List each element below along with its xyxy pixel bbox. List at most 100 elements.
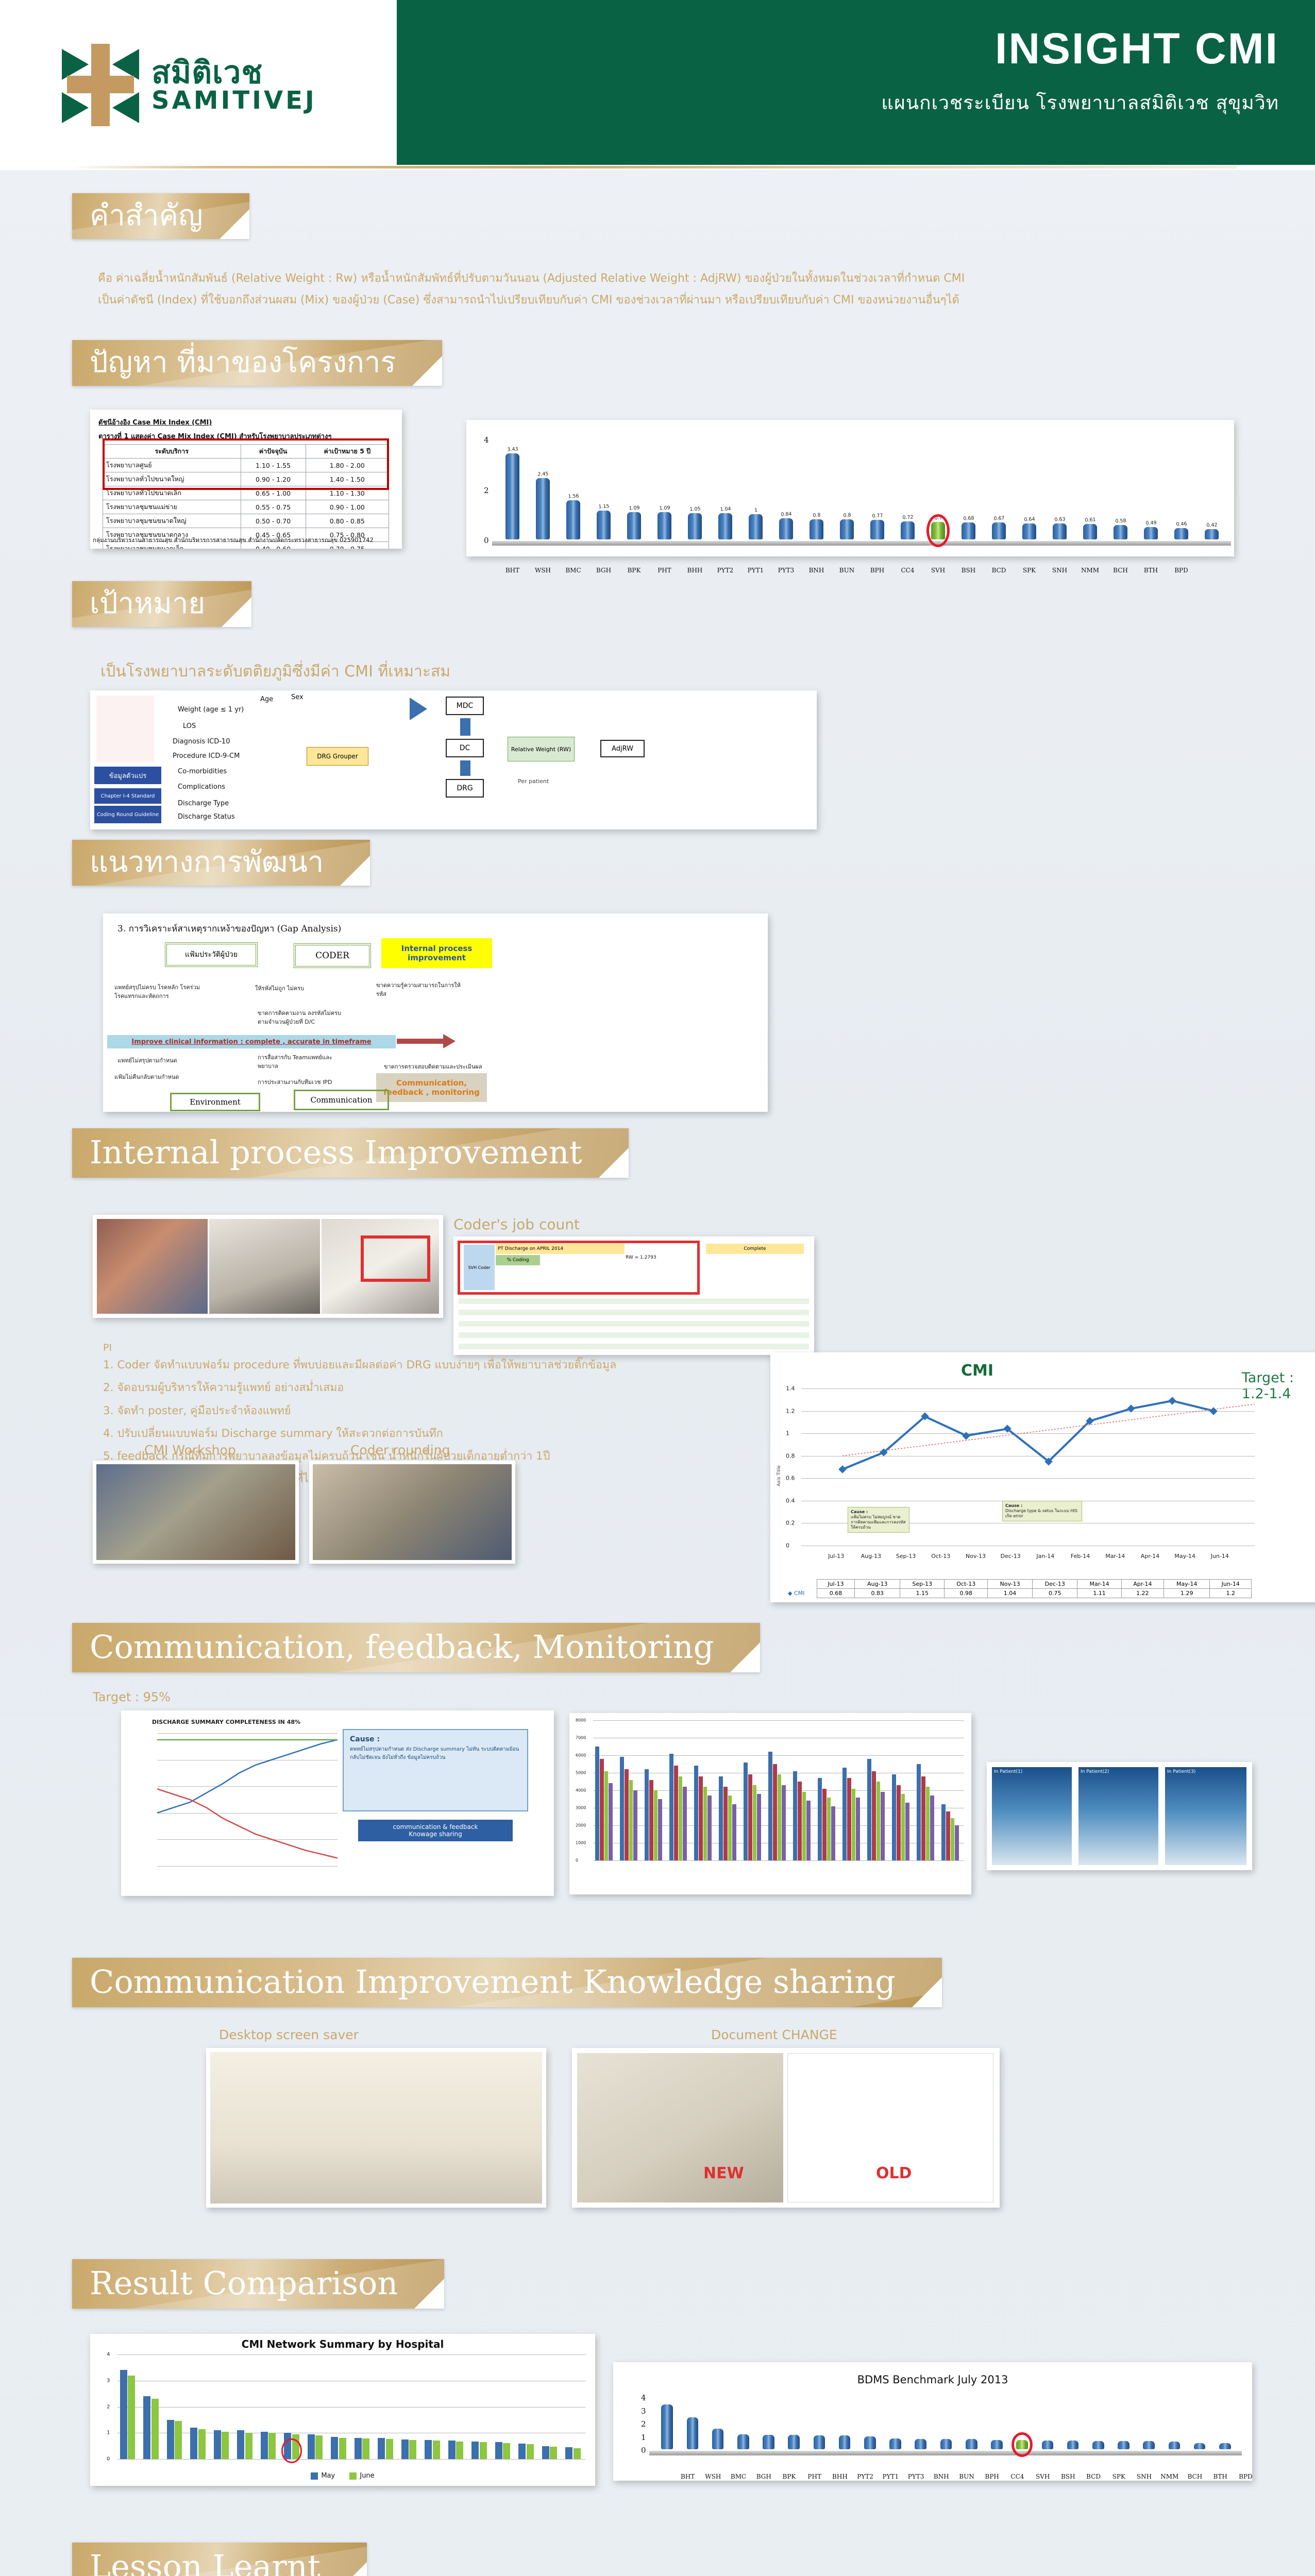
wcb-bar-4-2 [703,1787,707,1860]
cmi-th-4: Nov-13 [987,1579,1033,1589]
cns-bar-4-1 [222,2431,229,2459]
drg-grouper-box: DRG Grouper [307,747,368,766]
legend-label-may: May [321,2472,335,2480]
logo-cross-icon [62,44,139,126]
wcb-bar-3-3 [683,1787,687,1860]
wcb-bar-11-3 [881,1792,885,1860]
bar-value-14: 0.7 [934,515,942,521]
bar-category-12: BPH [985,2473,999,2480]
table-cell-0-2: 1.80 - 2.00 [305,458,390,472]
section-title-goal: เป้าหมาย [90,587,206,620]
section-banner-knowledge: Communication Improvement Knowledge shar… [72,1958,942,2009]
section-banner-lesson: Lesson Learnt [72,2543,367,2576]
coder-job-count-caption: Coder's job count [453,1216,580,1233]
wcb-bar-1-3 [633,1790,637,1860]
wcb-bar-1-2 [629,1780,633,1860]
cns-bar-16-1 [503,2443,511,2459]
fishbone-cause-5: แฟ้มไม่คืนกลับตามกำหนด [114,1074,179,1080]
wcb-bar-2-2 [653,1790,658,1860]
section-banner-keyword: คำสำคัญ [72,193,249,241]
discharge-chart-plot [157,1733,338,1867]
wcb-bar-0-2 [604,1771,609,1860]
cns-bar-12-0 [401,2439,409,2459]
table-row: โรงพยาบาลชุมชนขนาดกลาง 0.45 - 0.65 0.75 - … [103,528,390,542]
wcb-bar-0-3 [609,1783,613,1860]
bar-category-20: BCH [1187,2473,1203,2480]
cmi-th-8: May-14 [1164,1579,1210,1589]
cmi-tv-9: 1.2 [1209,1588,1252,1598]
pi-list-item-3: 4. ปรับเปลี่ยนแบบฟอร์ม Discharge summary… [103,1427,443,1440]
gridline-1.2 [801,1411,1255,1412]
fishbone-cause-1: ให้รหัสไม่ถูก ไม่ครบ [255,985,305,992]
bar-category-2: BMC [565,567,581,574]
cmi-y-tick-0.2: 0.2 [786,1519,795,1527]
cmi-th-9: Jun-14 [1209,1579,1252,1589]
wcb-bar-0-0 [595,1747,599,1860]
bar-value-0: 3.43 [507,446,518,453]
table-col-2: ค่าเป้าหมาย 5 ปี [305,444,390,459]
wcb-bar-0-1 [599,1758,604,1860]
wcb-bar-8-3 [806,1801,811,1860]
bar-category-19: NMM [1081,567,1100,574]
cns-bar-3-0 [190,2428,198,2459]
fishbone-cause-2: ขาดความรู้ความสามารถในการให้รหัส [376,982,461,997]
bar-category-8: PYT1 [882,2473,899,2480]
left-stack-item-0: Chapter I-4 Standard [94,788,161,804]
bar-category-15: BSH [1061,2473,1075,2480]
discharge-callout: Cause : ดพทย์ไม่สรุปตามกำหนด ส่ง Dischar… [343,1729,528,1811]
cmi-workshop-caption: CMI Workshop [144,1443,236,1458]
header-titles: INSIGHT CMI แผนกเวชระเบียน โรงพยาบาลสมิต… [881,27,1279,118]
cns-bar-15-0 [471,2441,479,2459]
bar-5 [657,512,672,539]
bar-category-16: BCD [1086,2473,1101,2480]
bar-value-4: 1.09 [628,505,640,512]
cmi-callout-1: Cause : Discharge type & setus ในระบบ HI… [1002,1501,1082,1521]
bar-category-21: BTH [1143,567,1158,574]
cmi-tv-4: 1.04 [987,1588,1033,1598]
cns-gridline-4 [117,2354,586,2355]
cns-bar-1-0 [143,2396,151,2459]
cmi-x-tick-2: Sep-13 [896,1553,916,1560]
wcb-bar-10-2 [851,1788,856,1860]
wcb-bar-9-1 [822,1788,827,1860]
bar-22 [1174,528,1189,539]
pi-list: 1. Coder จัดทำแบบฟอร์ม procedure ที่พบบ่… [103,1354,721,1491]
bar-value-6: 1.05 [689,506,701,513]
table-row: โรงพยาบาลทั่วไปขนาดเล็ก 0.65 - 1.00 1.10 -… [103,486,390,500]
bar-18 [1052,523,1067,539]
table-cell-3-1: 0.55 - 0.75 [240,500,306,514]
table-cell-2-1: 0.65 - 1.00 [240,486,306,500]
bar-category-14: SVH [1035,2473,1050,2480]
keyword-paragraph-2: เป็นค่าดัชนี (Index) ที่ใช้บอกถึงส่วนผสม… [98,294,959,307]
bar-category-6: BHH [832,2473,848,2480]
table-cell-5-1: 0.45 - 0.65 [240,528,306,542]
bar-21 [1193,2443,1206,2449]
cns-bar-5-1 [245,2433,252,2459]
wcb-bar-10-1 [847,1778,851,1860]
fishbone-spine-arrow [397,1039,444,1044]
section-title-internal: Internal process Improvement [90,1133,582,1171]
bar-category-12: BPH [870,567,885,574]
wcb-bar-11-0 [867,1758,871,1860]
coder-pct-coding-label: % Coding [496,1255,540,1265]
pi-label: PI [103,1342,112,1353]
coder-complete-label: Complete [706,1244,804,1254]
drg-item-discharge-type: Discharge Type [178,800,229,807]
legend-label-june: June [360,2472,375,2480]
pi-list-item-2: 3. จัดทำ poster, คู่มือประจำห้องแพทย์ [103,1404,291,1417]
table-row: โรงพยาบาลทั่วไปขนาดใหญ่ 0.90 - 1.20 1.40 -… [103,472,390,486]
bar-7 [838,2435,851,2449]
cns-y-tick-2: 2 [107,2404,110,2410]
bar-value-21: 0.49 [1145,520,1157,527]
bar-value-15: 0.68 [963,515,974,522]
screensaver-photo [206,2048,546,2208]
bar-category-3: BGH [596,567,612,574]
cmi-th-0: Jul-13 [816,1579,855,1589]
logo-thai-text: สมิติเวช [151,55,263,91]
cmi-x-tick-9: Apr-14 [1140,1553,1160,1560]
cmi-x-tick-0: Jul-13 [828,1553,845,1560]
bdms-benchmark-result-card: BDMS Benchmark July 2013 0 1 2 3 4 [613,2362,1252,2481]
wcb-bar-2-3 [658,1799,662,1860]
bar-8 [864,2436,876,2449]
document-change-photo: NEW OLD [572,2048,1000,2208]
